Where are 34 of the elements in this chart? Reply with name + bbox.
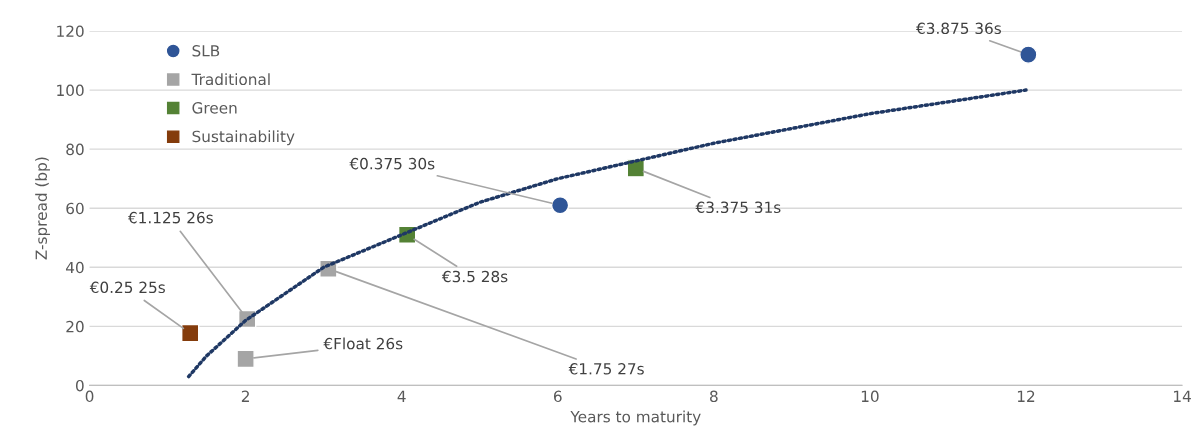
y-tick-label: 60 bbox=[66, 202, 84, 215]
annotation: €3.5 28s bbox=[441, 270, 508, 283]
legend-label: Traditional bbox=[191, 73, 270, 86]
point bbox=[550, 196, 570, 215]
y-tick-label: 40 bbox=[66, 261, 84, 274]
x-tick-label: 4 bbox=[397, 390, 406, 402]
x-tick-label: 10 bbox=[861, 390, 879, 403]
y-tick-label: 20 bbox=[66, 320, 84, 333]
x-tick-label: 12 bbox=[1017, 390, 1035, 402]
x-tick-label: 14 bbox=[1174, 390, 1191, 402]
annotation: €Float 26s bbox=[323, 337, 403, 350]
legend-label: Green bbox=[192, 102, 237, 114]
annotation: €3.875 36s bbox=[916, 22, 1001, 35]
annotation: €1.75 27s bbox=[568, 363, 644, 375]
point bbox=[1019, 45, 1038, 64]
x-tick-label: 0 bbox=[85, 390, 94, 403]
x-tick-label: 8 bbox=[710, 390, 718, 403]
annotation: €0.375 30s bbox=[349, 157, 435, 170]
point bbox=[181, 323, 200, 343]
point bbox=[236, 349, 255, 369]
x-tick-label: 2 bbox=[241, 390, 249, 402]
annotation: €1.125 26s bbox=[127, 211, 213, 224]
legend-label: Sustainability bbox=[192, 130, 295, 146]
line-series bbox=[186, 88, 1028, 379]
legend-label: SLB bbox=[192, 45, 220, 57]
y-tick-label: 100 bbox=[57, 84, 84, 97]
y-tick-label: 80 bbox=[66, 143, 84, 156]
y-tick-label: 120 bbox=[57, 25, 84, 38]
annotation: €0.25 25s bbox=[89, 281, 165, 294]
x-tick-label: 6 bbox=[553, 390, 562, 403]
annotation: €3.375 31s bbox=[695, 201, 781, 214]
y-tick-label: 0 bbox=[75, 379, 84, 392]
x-axis-title: Years to maturity bbox=[570, 410, 701, 426]
y-axis-title: Z-spread (bp) bbox=[35, 157, 50, 260]
